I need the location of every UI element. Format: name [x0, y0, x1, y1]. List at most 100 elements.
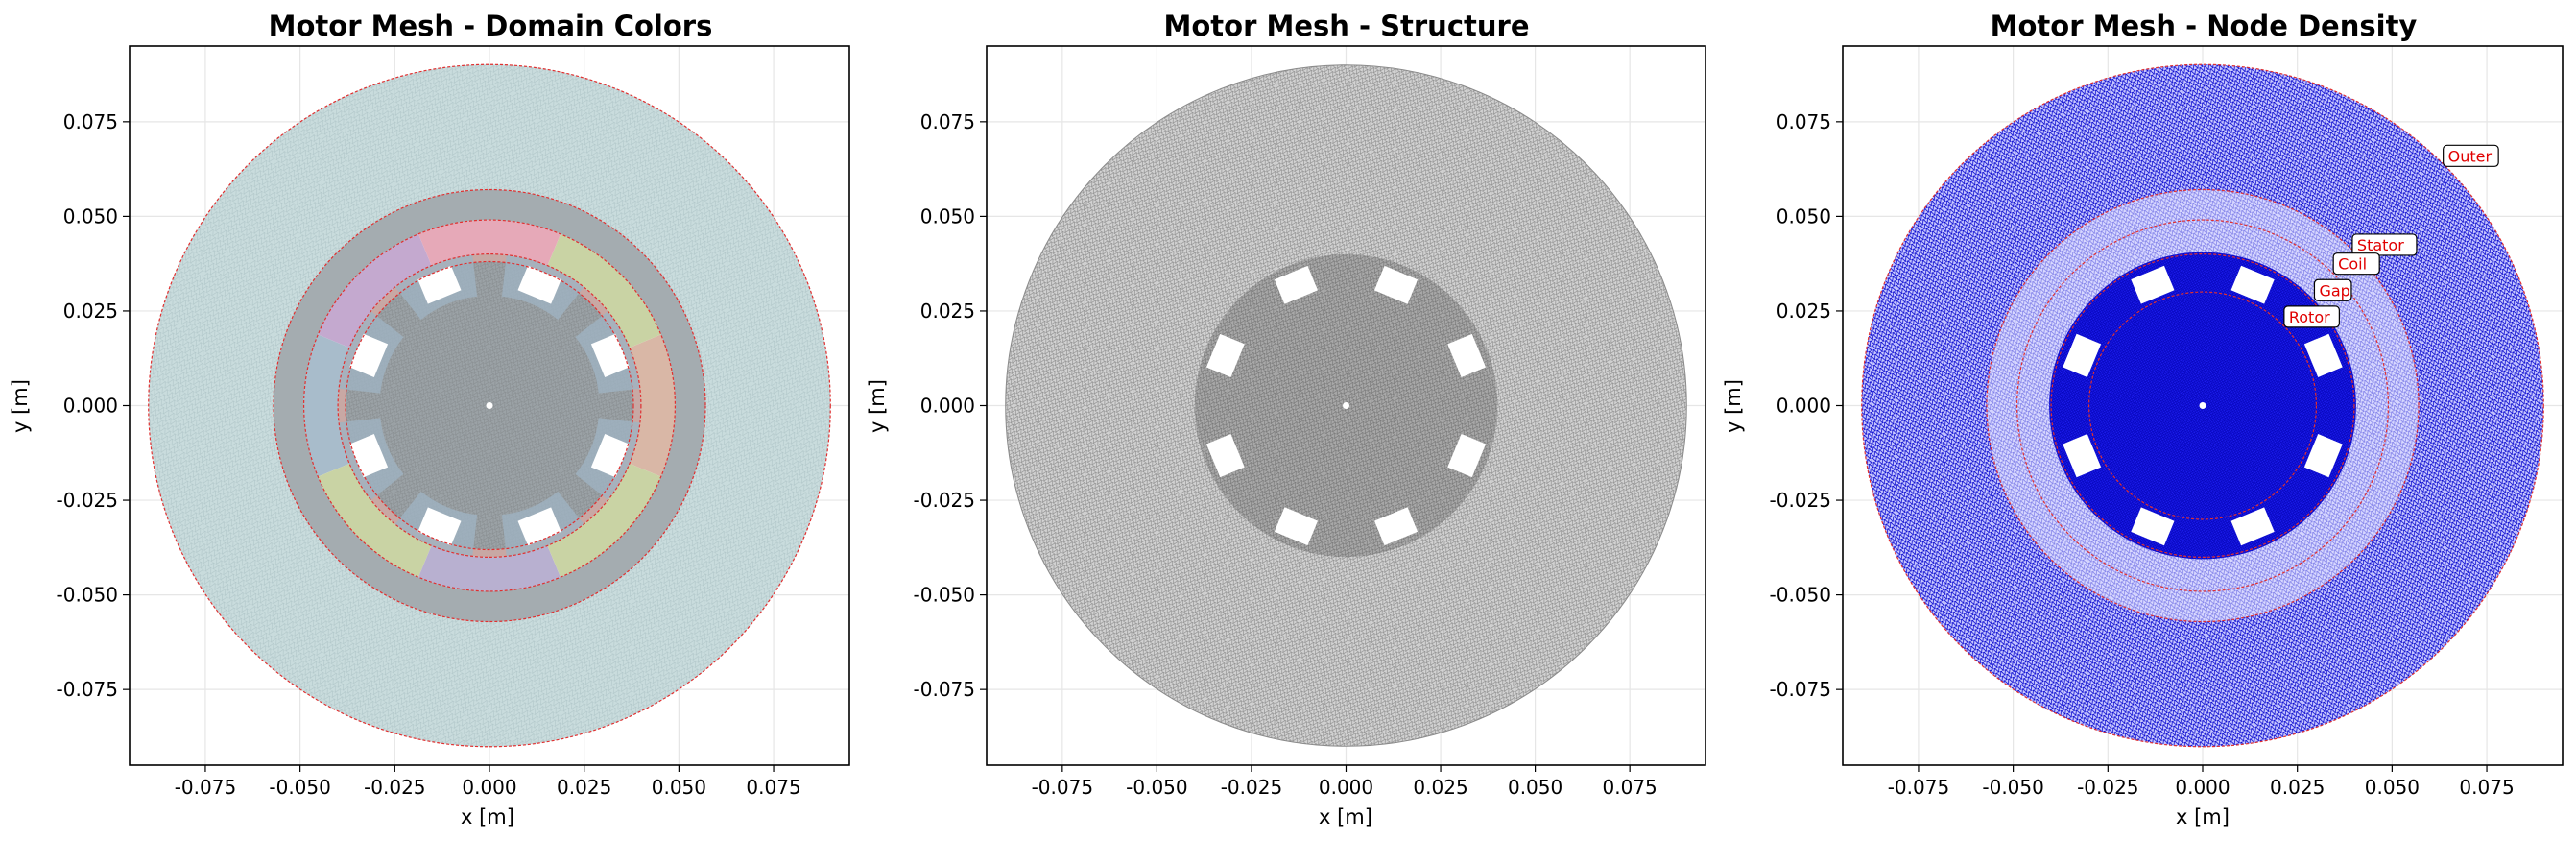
y-tick-label: -0.075	[914, 678, 975, 701]
x-ticks: -0.075 -0.050 -0.025 0.000 0.025 0.050 0.075	[1032, 765, 1658, 799]
y-tick-label: -0.075	[1770, 678, 1831, 701]
y-axis-label: y [m]	[866, 379, 889, 433]
coil-sector	[303, 334, 350, 477]
x-tick-label: -0.025	[364, 776, 425, 799]
annotation-text: Rotor	[2289, 308, 2330, 326]
x-tick-label: 0.000	[1319, 776, 1373, 799]
x-tick-label: 0.075	[746, 776, 800, 799]
panel-domain-colors: Motor Mesh - Domain Colors x [m] y [m] -…	[9, 10, 850, 829]
shaft-hole	[2199, 402, 2206, 409]
x-tick-label: 0.050	[652, 776, 706, 799]
y-tick-label: 0.050	[63, 204, 118, 228]
annotation-box	[2443, 144, 2499, 167]
magnet-slot	[2303, 333, 2343, 377]
boundary-circle	[1861, 63, 2544, 748]
boundary-circle	[273, 188, 706, 623]
y-tick-label: -0.025	[914, 489, 975, 512]
x-tick-label: -0.050	[1982, 776, 2043, 799]
x-tick-label: 0.025	[557, 776, 611, 799]
y-tick-label: -0.050	[57, 584, 118, 607]
boundary-circle	[302, 219, 677, 592]
x-ticks: -0.075 -0.050 -0.025 0.000 0.025 0.050 0.075	[1888, 765, 2515, 799]
annotation-text: Outer	[2448, 147, 2493, 165]
x-tick-label: -0.075	[1032, 776, 1093, 799]
annotation-box	[2351, 233, 2418, 256]
y-ticks: 0.075 0.050 0.025 0.000 -0.025 -0.050 -0.075	[914, 110, 987, 701]
y-axis-label: y [m]	[1722, 379, 1745, 433]
y-tick-label: 0.025	[63, 300, 118, 323]
x-tick-label: -0.050	[1126, 776, 1187, 799]
x-tick-label: 0.025	[2270, 776, 2325, 799]
y-ticks: 0.075 0.050 0.025 0.000 -0.025 -0.050 -0.075	[57, 110, 130, 701]
y-tick-label: 0.000	[1777, 395, 1831, 418]
panel-node-density: Motor Mesh - Node Density Outer StatorCoi…	[1722, 10, 2564, 829]
magnets	[2063, 265, 2343, 546]
x-tick-label: -0.075	[175, 776, 236, 799]
x-axis-label: x [m]	[1319, 805, 1372, 829]
panel-title: Motor Mesh - Structure	[1164, 10, 1530, 42]
x-ticks: -0.075 -0.050 -0.025 0.000 0.025 0.050 0.075	[175, 765, 801, 799]
magnet-slot	[1274, 507, 1319, 546]
magnet-slot	[2131, 507, 2175, 546]
y-tick-label: -0.075	[57, 678, 118, 701]
magnets	[1205, 265, 1487, 546]
x-tick-label: 0.050	[1508, 776, 1562, 799]
x-axis-label: x [m]	[2176, 805, 2230, 829]
x-tick-label: -0.050	[269, 776, 330, 799]
domain-outer-air-mesh	[148, 64, 831, 747]
x-tick-label: 0.025	[1413, 776, 1467, 799]
annotation-text: Gap	[2319, 281, 2349, 300]
magnet-slot	[517, 507, 561, 546]
coil-sectors	[303, 220, 676, 591]
magnet-slot	[2063, 434, 2102, 478]
annotation-label: Coil	[2332, 252, 2380, 276]
magnet-slot	[2131, 265, 2175, 304]
annotation-box	[2313, 278, 2352, 301]
annotation-text: Coil	[2338, 255, 2367, 274]
y-tick-label: 0.000	[63, 395, 118, 418]
y-tick-label: -0.025	[1770, 489, 1831, 512]
x-tick-label: -0.025	[1221, 776, 1282, 799]
domain-boundaries	[148, 63, 831, 748]
y-tick-label: -0.050	[914, 584, 975, 607]
magnet-slot	[1274, 265, 1319, 304]
magnet-slot	[1373, 507, 1419, 546]
coil-sector	[629, 334, 676, 477]
annotation-text: Stator	[2357, 236, 2404, 254]
annotation-label: Rotor	[2283, 305, 2340, 328]
y-tick-label: 0.075	[920, 110, 975, 133]
coil-sector	[318, 233, 432, 348]
panel-title: Motor Mesh - Node Density	[1991, 10, 2418, 42]
y-tick-label: 0.025	[1777, 300, 1831, 323]
shaft-hole	[486, 402, 493, 409]
magnet-slot	[1205, 333, 1245, 378]
y-tick-label: 0.050	[920, 204, 975, 228]
boundary-circle	[345, 260, 634, 551]
magnet-slot	[2230, 265, 2275, 304]
coil-sector	[417, 220, 561, 266]
y-tick-label: 0.075	[63, 110, 118, 133]
x-tick-label: -0.075	[1888, 776, 1949, 799]
boundary-circle	[2087, 291, 2318, 520]
y-ticks: 0.075 0.050 0.025 0.000 -0.025 -0.050 -0.075	[1770, 110, 1843, 701]
x-tick-label: 0.000	[2175, 776, 2230, 799]
x-tick-label: 0.000	[462, 776, 516, 799]
annotation-box	[2332, 252, 2380, 276]
x-axis-label: x [m]	[461, 805, 514, 829]
boundary-circle	[337, 253, 642, 558]
magnet-slot	[1373, 265, 1419, 304]
magnet-slot	[2063, 333, 2102, 377]
x-tick-label: 0.050	[2365, 776, 2420, 799]
boundary-circle	[1986, 188, 2420, 623]
outer-edge	[1005, 64, 1687, 747]
magnet-slot	[1205, 433, 1245, 478]
y-tick-label: 0.075	[1777, 110, 1831, 133]
coil-sector	[547, 233, 661, 348]
y-axis-label: y [m]	[9, 379, 32, 433]
boundary-circle	[148, 63, 831, 748]
coil-sector	[547, 463, 661, 578]
boundary-circle	[2015, 219, 2390, 592]
